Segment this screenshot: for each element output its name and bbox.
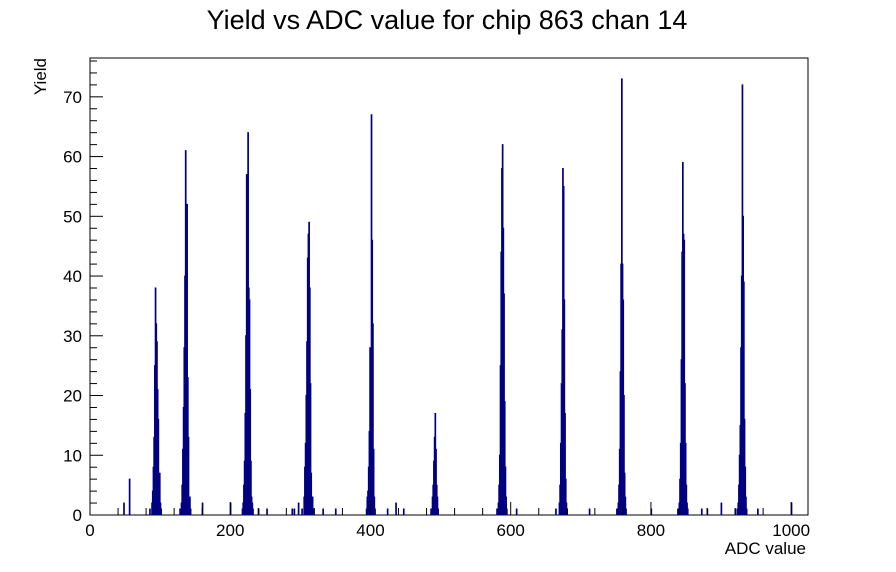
histogram-bin — [160, 508, 163, 516]
y-tick-label: 60 — [63, 148, 82, 167]
x-axis-title: ADC value — [725, 539, 806, 558]
y-tick-label: 0 — [73, 506, 82, 525]
y-tick-label: 20 — [63, 387, 82, 406]
y-tick-label: 10 — [63, 446, 82, 465]
y-tick-label: 40 — [63, 267, 82, 286]
histogram-bin — [386, 508, 389, 516]
histogram-bin — [374, 508, 376, 516]
x-tick-label: 800 — [637, 521, 665, 540]
histogram-bin — [301, 508, 303, 516]
histogram-bin — [677, 508, 679, 516]
histogram-bin — [496, 508, 498, 516]
y-tick-label: 50 — [63, 207, 82, 226]
histogram-bin — [123, 502, 125, 516]
y-axis-title: Yield — [31, 58, 50, 95]
histogram-bin — [720, 502, 723, 516]
histogram-bin — [149, 508, 151, 516]
histogram-bin — [757, 508, 759, 516]
histogram-bin — [179, 508, 181, 516]
y-tick-label: 30 — [63, 327, 82, 346]
x-tick-label: 400 — [356, 521, 384, 540]
histogram-bin — [437, 508, 439, 516]
histogram-bin — [189, 508, 192, 516]
x-tick-label: 600 — [497, 521, 525, 540]
histogram-bin — [395, 502, 397, 516]
x-tick-label: 1000 — [772, 521, 810, 540]
histogram-bin — [312, 508, 315, 516]
histogram-bin — [745, 508, 748, 516]
histogram-bin — [297, 502, 300, 516]
histogram-bin — [686, 508, 689, 516]
histogram-bin — [266, 508, 268, 516]
histogram-bin — [555, 508, 557, 516]
histogram-bin — [322, 508, 324, 516]
histogram-bin — [291, 508, 294, 516]
x-tick-label: 200 — [216, 521, 244, 540]
histogram-bin — [700, 508, 703, 516]
histogram-bin — [430, 508, 432, 516]
histogram-bin — [505, 508, 508, 516]
histogram-bin — [616, 508, 618, 516]
histogram-bin — [515, 508, 518, 516]
y-tick-label: 70 — [63, 88, 82, 107]
histogram-bin — [293, 508, 296, 516]
histogram-bin — [588, 508, 591, 516]
histogram-bin — [128, 478, 131, 516]
chart-title: Yield vs ADC value for chip 863 chan 14 — [207, 5, 688, 35]
histogram-bin — [334, 508, 337, 516]
x-axis: 0 200 400 600 800 1000 — [85, 502, 810, 540]
histogram-bars — [123, 78, 793, 516]
plot-frame — [89, 57, 809, 516]
x-tick-label: 0 — [85, 521, 94, 540]
y-axis: 0 10 20 30 40 50 60 70 — [63, 60, 103, 525]
histogram-bin — [252, 508, 254, 516]
histogram-bin — [402, 508, 405, 516]
histogram-bin — [625, 508, 627, 516]
